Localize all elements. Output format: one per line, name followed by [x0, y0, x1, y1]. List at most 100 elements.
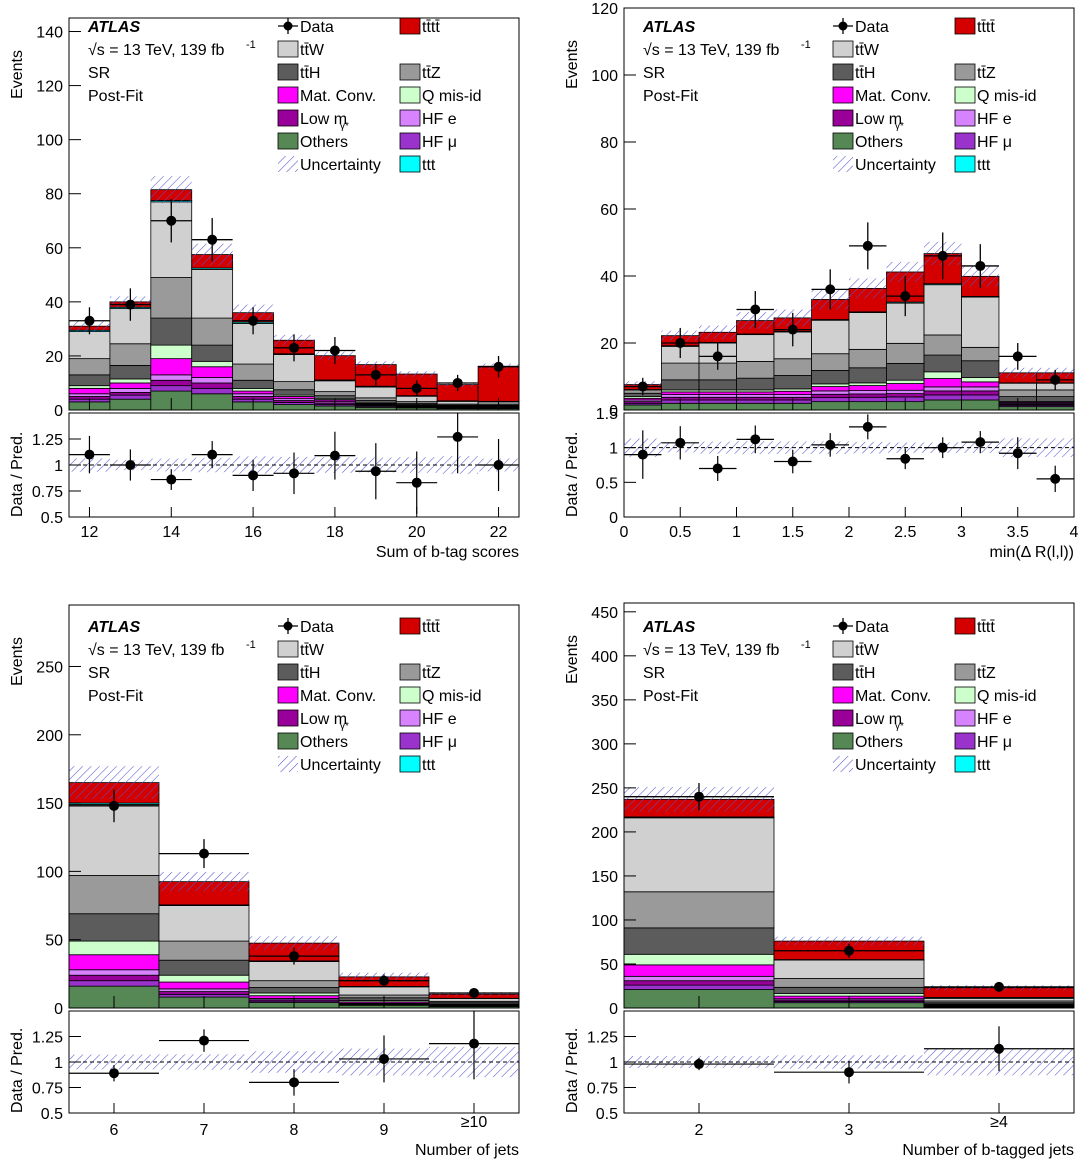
legend-label: tt̄H [855, 65, 875, 82]
stack-bar [811, 393, 850, 399]
data-point [109, 800, 119, 811]
stack-bar [248, 992, 340, 997]
stack-bar [848, 348, 887, 369]
y-tick-label: 20 [600, 336, 618, 353]
legend-label: Mat. Conv. [855, 88, 931, 105]
legend-item: ttt [399, 755, 436, 774]
stack-bar [69, 980, 160, 987]
stack-bar [848, 396, 887, 403]
stack-bar [998, 382, 1037, 391]
stack-bar [624, 953, 775, 966]
uncertainty-band [699, 325, 737, 339]
legend-swatch [399, 686, 421, 704]
stack-bar [150, 374, 193, 381]
stack-bar [736, 396, 775, 401]
legend: ATLAS √s = 13 TeV, 139 fb -1 SR Post-Fit Data… [642, 617, 1037, 774]
stack-bar [109, 398, 152, 410]
legend-label: tt̄W [855, 42, 880, 59]
legend-swatch [832, 63, 854, 81]
energy-label: √s = 13 TeV, 139 fb [88, 42, 225, 59]
y-tick-label: 120 [591, 1, 618, 18]
stack-bar [624, 975, 775, 982]
legend-item: Q mis-id [399, 686, 482, 705]
stack-group [69, 766, 519, 1008]
ratio-y-tick-label: 0.75 [32, 484, 63, 501]
stack-bar [661, 391, 700, 395]
legend-label: tt̄tt̄ [977, 619, 995, 636]
atlas-label: ATLAS [87, 619, 140, 636]
stack-bar [354, 397, 397, 401]
legend-label: tt̄W [855, 642, 880, 659]
stack-bar [150, 317, 193, 346]
stack-bar [354, 386, 397, 399]
stack-bar [923, 284, 962, 336]
legend-label: Q mis-id [977, 88, 1037, 105]
legend-item: tt̄W [832, 640, 880, 659]
y-tick-label: 150 [36, 796, 63, 813]
legend-label-subscript: γ* [895, 121, 904, 132]
stack-bar [248, 987, 340, 994]
ratio-y-tick-label: 1 [609, 441, 618, 458]
legend: ATLAS √s = 13 TeV, 139 fb -1 SR Post-Fit Data… [87, 617, 482, 774]
stack-bar [811, 319, 850, 355]
stack-bar [923, 394, 962, 401]
atlas-label: ATLAS [642, 619, 695, 636]
stack-bar [158, 974, 250, 983]
ratio-panel: 0.5 0.75 1 1.25 6 7 8 9 ≥10 Data / Pred. Number of… [9, 1010, 520, 1159]
ratio-y-axis-label: Data / Pred. [564, 1028, 581, 1113]
ratio-y-axis-label: Data / Pred. [9, 432, 26, 517]
data-point [370, 369, 381, 380]
stack-bar [69, 393, 111, 397]
legend-swatch [954, 132, 976, 150]
stack-bar [923, 386, 962, 392]
stack-bar [961, 386, 1000, 392]
energy-superscript: -1 [801, 39, 811, 51]
stack-bar [158, 905, 250, 942]
stack-bar [773, 959, 925, 979]
legend-item: Data [278, 618, 334, 636]
stack-bar [109, 343, 152, 366]
uncertainty-band [150, 176, 192, 204]
atlas-label: ATLAS [87, 19, 140, 36]
legend-label: tt̄Z [977, 665, 996, 682]
ratio-point [379, 1053, 389, 1064]
legend-swatch [954, 86, 976, 104]
legend-item: Mat. Conv. [277, 86, 376, 105]
ratio-point [207, 449, 218, 460]
stack-bar [109, 364, 152, 380]
y-axis-label: Events [9, 637, 26, 686]
data-point [452, 377, 463, 388]
legend-swatch [277, 86, 299, 104]
stack-bar [1036, 389, 1074, 397]
stack-bar [848, 367, 887, 384]
stack-bar [273, 404, 315, 410]
stack-bar [661, 362, 700, 381]
stack-bar [69, 875, 160, 915]
ratio-y-tick-label: 0.5 [596, 475, 618, 492]
x-tick-label: 16 [244, 524, 262, 541]
y-tick-label: 100 [591, 913, 618, 930]
stack-bar [698, 391, 737, 395]
stack-bar [848, 312, 887, 350]
y-tick-label: 350 [591, 693, 618, 710]
y-tick-label: 250 [36, 659, 63, 676]
stack-bar [69, 940, 160, 956]
legend-item: Others [277, 132, 348, 151]
legend-label: tt̄W [300, 42, 325, 59]
stack-bar [698, 379, 737, 391]
legend-label: Q mis-id [977, 688, 1037, 705]
stack-bar [698, 396, 737, 401]
stack-bar [848, 401, 887, 410]
stack-bar [811, 353, 850, 371]
legend-swatch [954, 709, 976, 727]
stack-bar [338, 986, 430, 996]
ratio-y-tick-label: 1 [54, 458, 63, 475]
stack-bar [923, 371, 962, 379]
legend-item: HF e [399, 109, 457, 128]
stack-bar [1036, 396, 1074, 403]
stack-bar [923, 378, 962, 388]
x-tick-label: 1 [732, 524, 741, 541]
ratio-uncertainty [849, 441, 887, 454]
energy-label: √s = 13 TeV, 139 fb [643, 42, 780, 59]
